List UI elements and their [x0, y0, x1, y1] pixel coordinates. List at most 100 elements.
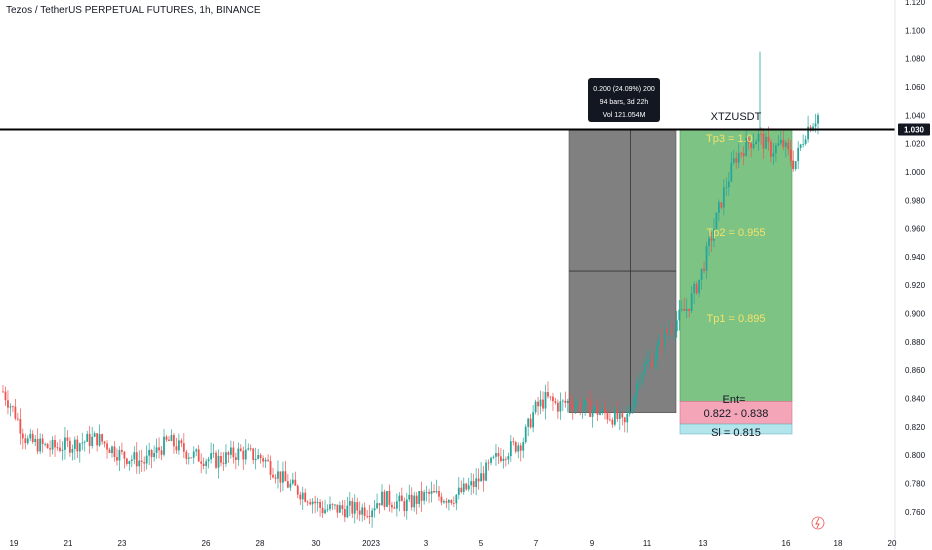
y-tick-label: 0.940 — [905, 253, 926, 262]
y-axis: 1.120 1.100 1.080 1.060 1.040 1.020 1.000 0.980… — [894, 0, 926, 550]
candle-body — [135, 452, 138, 467]
candle-body — [182, 443, 185, 452]
candle-body — [584, 399, 587, 407]
candle-body — [522, 442, 525, 451]
candle-body — [601, 408, 604, 413]
candle-body — [700, 268, 703, 280]
y-tick-label: 1.080 — [905, 55, 926, 64]
candle-body — [165, 436, 168, 440]
candle-body — [54, 439, 56, 448]
candle-body — [539, 399, 542, 407]
candle-body — [804, 139, 807, 145]
candle-body — [670, 330, 673, 333]
candle-body — [544, 392, 547, 409]
candle-body — [774, 145, 777, 154]
candle-body — [589, 399, 591, 417]
candle-body — [433, 490, 435, 493]
candle-body — [301, 492, 304, 500]
y-tick-label: 0.900 — [905, 310, 926, 319]
x-tick-label: 30 — [312, 539, 321, 548]
candle-body — [220, 456, 222, 463]
lightning-icon[interactable] — [811, 516, 825, 530]
candle-body — [269, 460, 272, 475]
candle-body — [569, 401, 572, 406]
candle-body — [398, 495, 401, 502]
candle-body — [61, 449, 64, 451]
candle-body — [552, 396, 554, 402]
candle-body — [658, 338, 661, 347]
candle-body — [507, 456, 510, 460]
candle-body — [259, 454, 262, 459]
candle-body — [475, 478, 478, 488]
candle-body — [631, 407, 634, 412]
candle-body — [410, 494, 413, 508]
candle-body — [643, 363, 646, 374]
profit-zone[interactable] — [679, 129, 793, 402]
candle-body — [150, 449, 153, 458]
candle-body — [633, 394, 636, 408]
x-tick-label: 20 — [888, 539, 897, 548]
candle-body — [299, 494, 302, 500]
candle-body — [636, 383, 639, 395]
candle-body — [762, 133, 765, 149]
candle-body — [772, 153, 775, 157]
candle-body — [304, 492, 307, 502]
candle-body — [106, 443, 108, 450]
candle-body — [576, 402, 579, 405]
candle-body — [7, 400, 9, 408]
y-tick-label: 1.020 — [905, 140, 926, 149]
candle-body — [757, 133, 760, 142]
candle-body — [212, 452, 215, 454]
candle-body — [368, 515, 371, 517]
x-tick-label: 5 — [479, 539, 484, 548]
candle-body — [668, 330, 671, 333]
candle-body — [408, 494, 411, 500]
candle-body — [351, 501, 354, 514]
y-tick-label: 0.880 — [905, 338, 926, 347]
candle-body — [111, 446, 113, 454]
candle-body — [103, 441, 106, 444]
candle-body — [626, 414, 629, 423]
candle-body — [571, 405, 574, 410]
candle-body — [239, 448, 242, 451]
candle-body — [123, 451, 126, 459]
y-tick-label: 1.120 — [905, 0, 926, 7]
candle-body — [284, 471, 287, 482]
candle-body — [428, 492, 430, 494]
candle-body — [49, 448, 51, 450]
candle-body — [279, 471, 282, 483]
candle-body — [272, 474, 274, 478]
candle-body — [472, 481, 475, 488]
candle-body — [802, 144, 805, 145]
candle-body — [646, 361, 648, 364]
candle-body — [91, 436, 94, 446]
candle-body — [547, 392, 549, 397]
candle-body — [81, 442, 84, 444]
candle-body — [685, 308, 688, 311]
y-tick-label: 0.860 — [905, 366, 926, 375]
candle-body — [648, 359, 651, 362]
candle-body — [596, 406, 599, 415]
candle-body — [138, 460, 141, 467]
candle-body — [207, 459, 210, 462]
candle-body — [703, 268, 705, 271]
x-tick-label: 19 — [10, 539, 19, 548]
candle-body — [415, 495, 418, 504]
candle-body — [514, 442, 517, 452]
candle-body — [395, 501, 398, 509]
candle-body — [443, 501, 445, 503]
candle-body — [19, 418, 22, 434]
stop-loss-zone[interactable] — [679, 423, 793, 435]
candle-body — [116, 457, 118, 461]
candle-body — [799, 144, 802, 148]
candle-body — [438, 490, 440, 497]
candle-body — [59, 447, 61, 451]
candle-body — [661, 338, 663, 347]
candle-body — [348, 501, 351, 506]
candle-body — [665, 329, 668, 333]
candle-body — [168, 439, 170, 441]
y-tick-label: 1.040 — [905, 111, 926, 120]
candle-body — [487, 462, 490, 464]
